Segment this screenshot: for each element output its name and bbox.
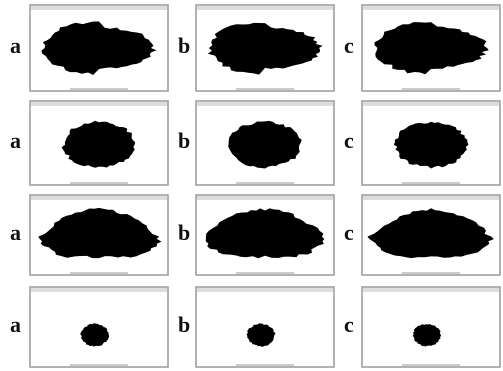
panel bbox=[196, 101, 334, 185]
panel bbox=[362, 195, 500, 275]
panel-title-bar bbox=[363, 6, 499, 10]
panel-label: a bbox=[10, 33, 21, 58]
panel-label: a bbox=[10, 220, 21, 245]
panel bbox=[196, 5, 334, 91]
panel-label: a bbox=[10, 128, 21, 153]
panel bbox=[30, 287, 168, 367]
panel bbox=[362, 101, 500, 185]
panel-title-bar bbox=[31, 288, 167, 292]
panel-label: b bbox=[178, 33, 190, 58]
panel-caption-bar bbox=[70, 88, 128, 90]
panel-label: a bbox=[10, 312, 21, 337]
panel-title-bar bbox=[197, 6, 333, 10]
panel-label: c bbox=[344, 220, 354, 245]
panel-title-bar bbox=[31, 102, 167, 106]
panel-title-bar bbox=[197, 102, 333, 106]
panel-title-bar bbox=[197, 288, 333, 292]
panel bbox=[30, 101, 168, 185]
panel bbox=[362, 287, 500, 367]
panel bbox=[362, 5, 500, 91]
panel-label: b bbox=[178, 128, 190, 153]
panel-caption-bar bbox=[402, 88, 460, 90]
panel-caption-bar bbox=[236, 182, 294, 184]
panel bbox=[30, 195, 168, 275]
panel bbox=[196, 287, 334, 367]
panel-title-bar bbox=[197, 196, 333, 200]
panel-caption-bar bbox=[70, 182, 128, 184]
panel bbox=[196, 195, 334, 275]
panel-caption-bar bbox=[236, 88, 294, 90]
panel-label: b bbox=[178, 220, 190, 245]
panel-caption-bar bbox=[70, 272, 128, 274]
panel-title-bar bbox=[31, 196, 167, 200]
panel bbox=[30, 5, 168, 91]
figure: a b c a b c a b c a b c bbox=[0, 0, 503, 371]
panel-title-bar bbox=[363, 102, 499, 106]
panel-caption-bar bbox=[70, 364, 128, 366]
panel-title-bar bbox=[363, 288, 499, 292]
panel-caption-bar bbox=[236, 272, 294, 274]
panel-title-bar bbox=[363, 196, 499, 200]
panel-title-bar bbox=[31, 6, 167, 10]
panel-label: b bbox=[178, 312, 190, 337]
panel-label: c bbox=[344, 312, 354, 337]
panel-caption-bar bbox=[236, 364, 294, 366]
panel-caption-bar bbox=[402, 182, 460, 184]
panel-label: c bbox=[344, 33, 354, 58]
panel-caption-bar bbox=[402, 364, 460, 366]
panel-label: c bbox=[344, 128, 354, 153]
panel-caption-bar bbox=[402, 272, 460, 274]
